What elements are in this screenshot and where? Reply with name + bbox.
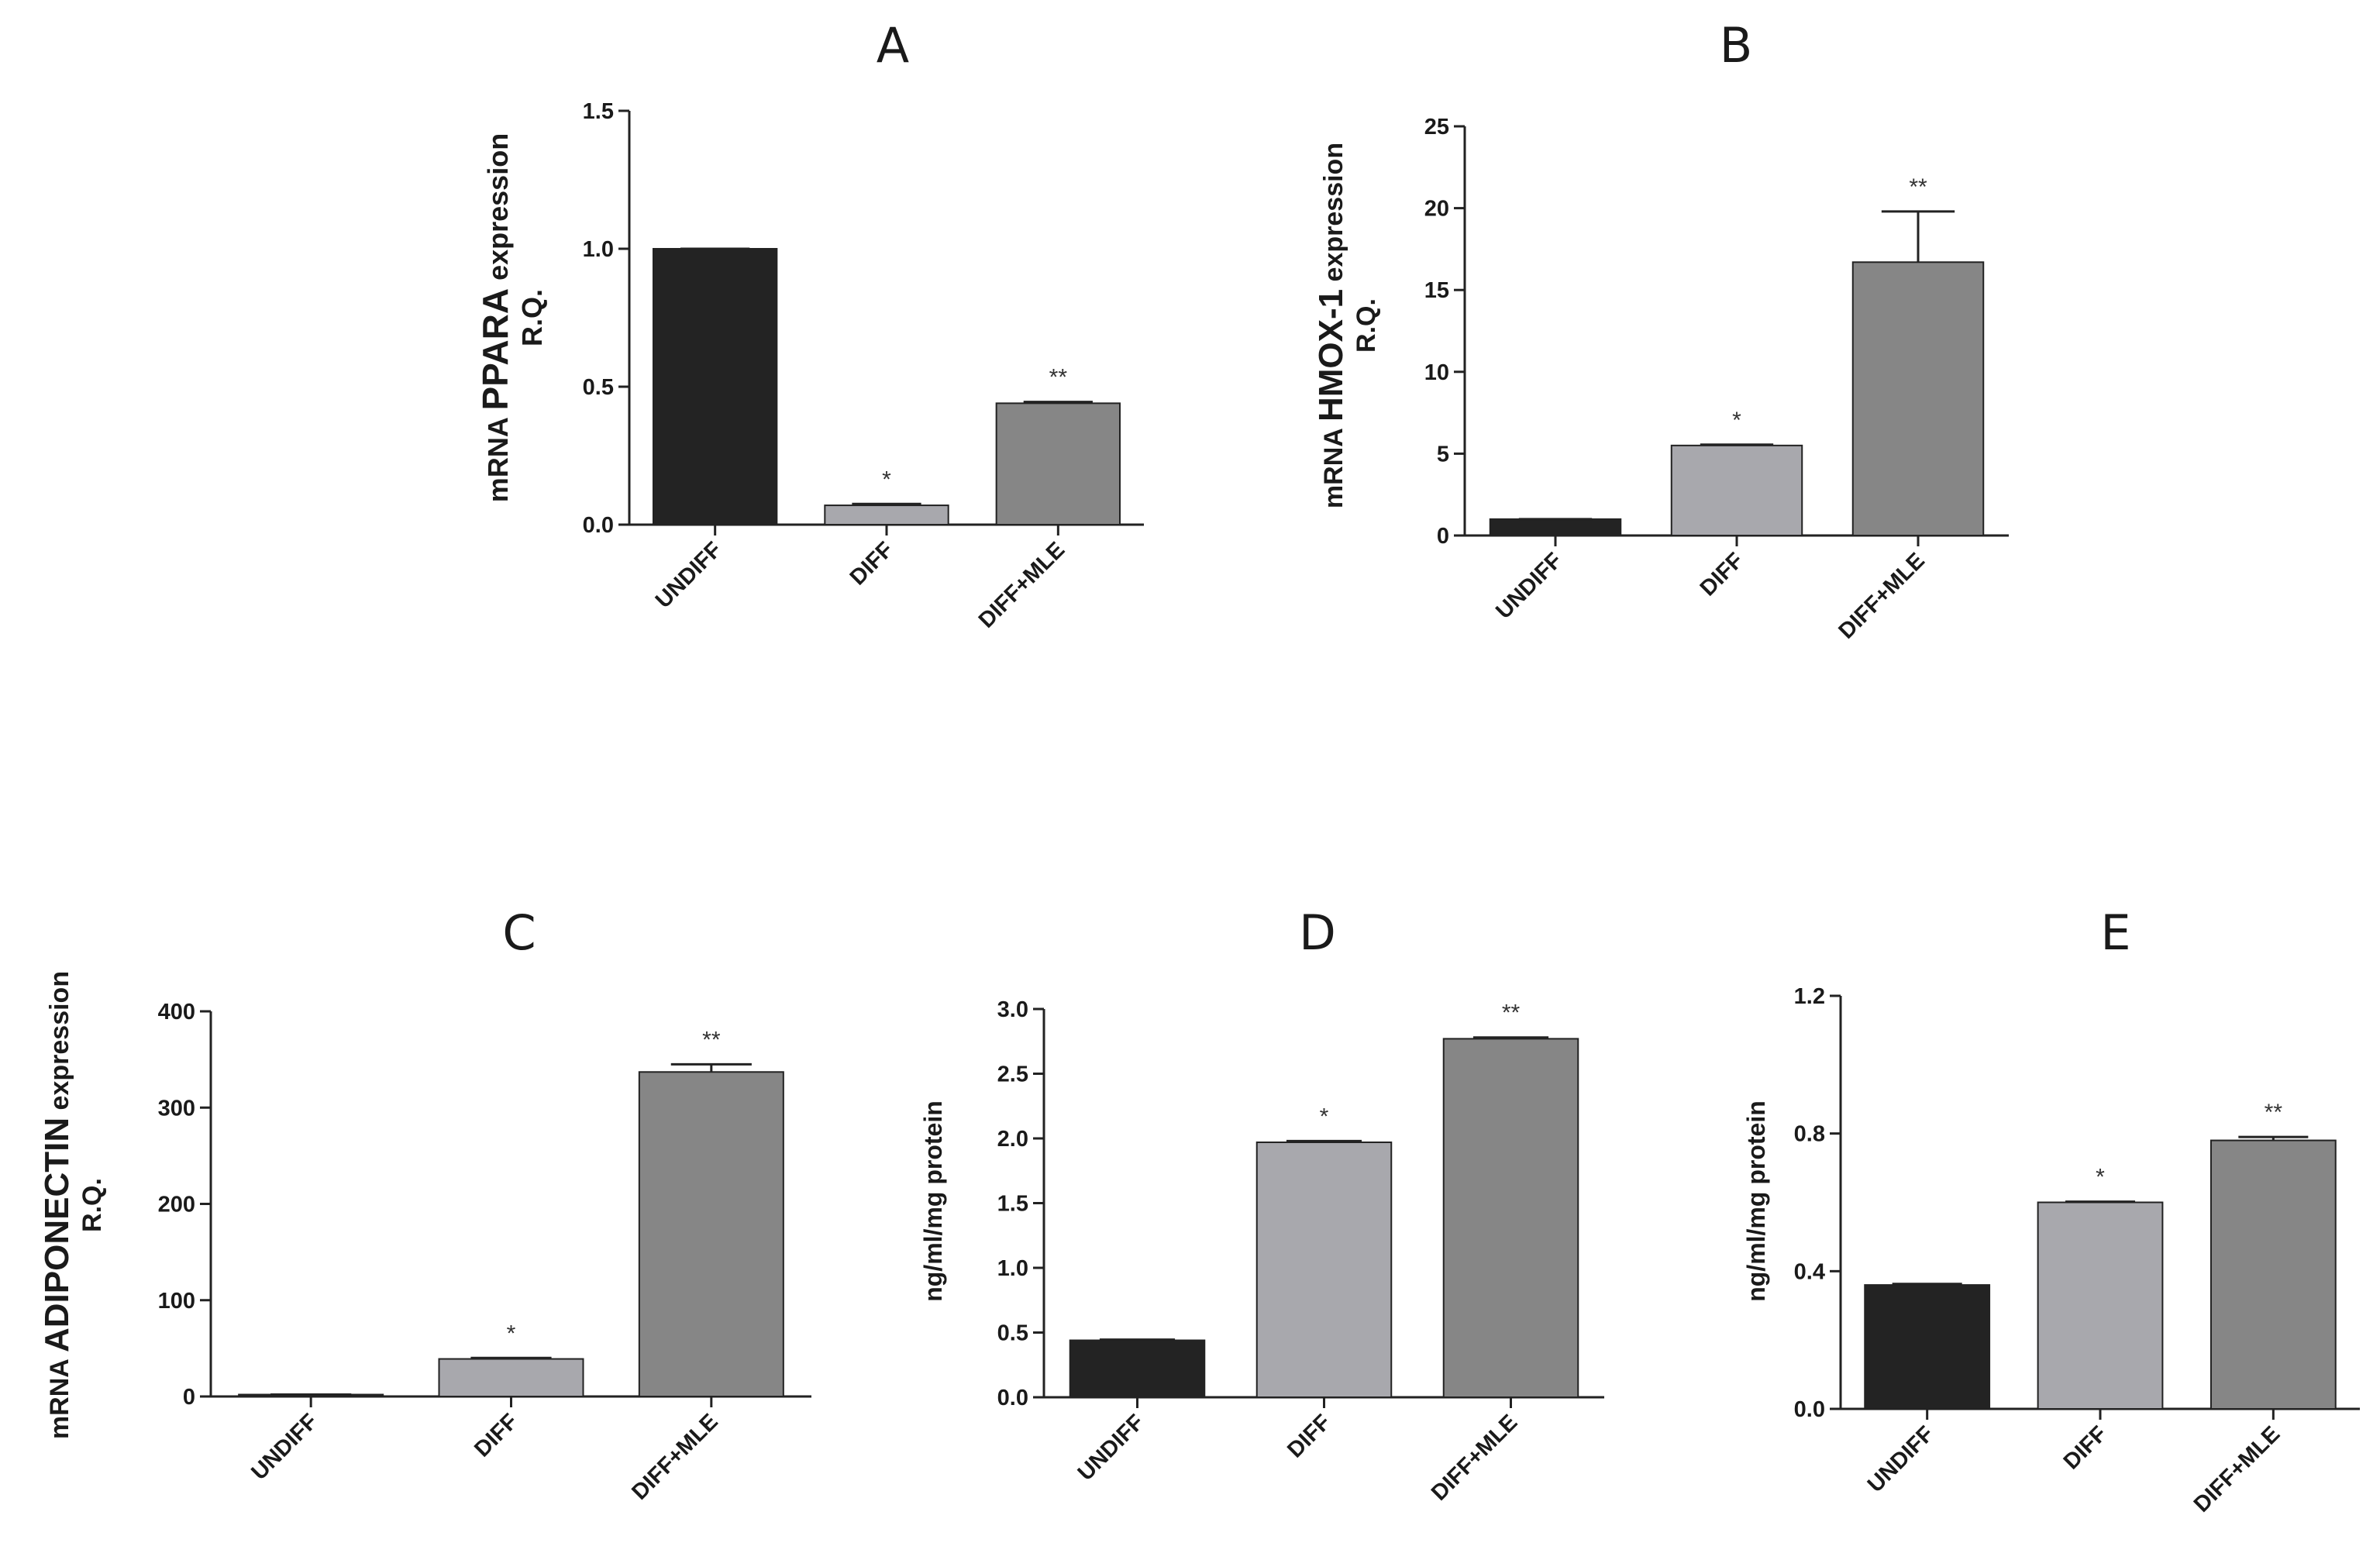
bar-diff-mle bbox=[2210, 1139, 2337, 1410]
y-tick-label: 10 bbox=[1424, 360, 1449, 385]
y-axis-label: ng/ml/mg protein bbox=[919, 1100, 947, 1302]
y-tick-label: 400 bbox=[158, 1000, 195, 1025]
y-label-prefix: mRNA bbox=[45, 1352, 74, 1439]
y-label-suffix: expression bbox=[482, 133, 514, 288]
significance-label: * bbox=[882, 467, 891, 492]
panel-a: A 0.0 0.5 1.0 1.5 UNDIFF * DIFF ** DIFF+MLE mRNA P… bbox=[475, 17, 1144, 633]
y-label-prefix: ng/ml/mg protein bbox=[919, 1100, 947, 1302]
category-label: DIFF bbox=[1283, 1410, 1335, 1462]
y-tick-label: 1.0 bbox=[583, 237, 614, 262]
y-label-gene: HMOX-1 bbox=[1312, 289, 1350, 422]
significance-label: * bbox=[507, 1321, 516, 1346]
bar-diff-mle bbox=[638, 1071, 784, 1397]
y-tick-label: 1.5 bbox=[583, 99, 614, 124]
bar-diff-mle bbox=[1851, 261, 1985, 536]
y-label-gene: PPARA bbox=[475, 288, 515, 411]
category-label: DIFF bbox=[470, 1409, 522, 1462]
y-tick-label: 0.0 bbox=[1794, 1397, 1825, 1422]
y-tick-label: 3.0 bbox=[997, 997, 1028, 1022]
y-tick-label: 25 bbox=[1424, 115, 1449, 139]
bar-undiff bbox=[1864, 1284, 1991, 1410]
panel-d: D 0.0 0.5 1.0 1.5 2.0 2.5 3.0 UNDIFF * DIFF ** DIFF+… bbox=[919, 904, 1604, 1506]
y-label-suffix: expression bbox=[45, 971, 74, 1117]
significance-label: * bbox=[1320, 1104, 1329, 1129]
bar-diff bbox=[1255, 1142, 1393, 1398]
y-tick-label: 20 bbox=[1424, 197, 1449, 222]
y-tick-label: 0.0 bbox=[997, 1386, 1028, 1410]
significance-label: * bbox=[2096, 1165, 2105, 1190]
y-axis-label: ng/ml/mg protein bbox=[1742, 1100, 1770, 1302]
y-axis-label-line2: R.Q. bbox=[1352, 298, 1381, 353]
category-label: DIFF+MLE bbox=[627, 1409, 722, 1504]
bar-diff bbox=[438, 1358, 584, 1397]
y-tick-label: 0.0 bbox=[583, 513, 614, 538]
panel-e: E 0.0 0.4 0.8 1.2 UNDIFF * DIFF ** DIFF+MLE ng/ml/… bbox=[1742, 904, 2360, 1517]
y-axis-label-line2: R.Q. bbox=[516, 289, 548, 346]
category-label: UNDIFF bbox=[246, 1409, 322, 1485]
category-label: UNDIFF bbox=[1073, 1410, 1149, 1486]
category-label: DIFF+MLE bbox=[1427, 1410, 1522, 1505]
y-tick-label: 5 bbox=[1437, 442, 1449, 467]
significance-label: ** bbox=[2265, 1100, 2283, 1125]
y-label-suffix: expression bbox=[1319, 143, 1348, 289]
y-tick-label: 15 bbox=[1424, 278, 1449, 303]
category-label: DIFF+MLE bbox=[2189, 1421, 2285, 1517]
category-label: DIFF bbox=[2059, 1421, 2112, 1474]
category-label: DIFF+MLE bbox=[974, 537, 1069, 632]
y-tick-label: 0.8 bbox=[1794, 1122, 1825, 1147]
category-label: UNDIFF bbox=[1863, 1421, 1939, 1497]
bar-diff bbox=[2037, 1201, 2164, 1410]
y-tick-label: 0.5 bbox=[997, 1321, 1028, 1346]
bar-undiff bbox=[1489, 518, 1622, 537]
y-tick-label: 100 bbox=[158, 1289, 195, 1314]
y-tick-label: 1.5 bbox=[997, 1192, 1028, 1217]
y-axis-label: mRNA ADIPONECTIN expression bbox=[38, 971, 76, 1439]
y-axis-label-line2: R.Q. bbox=[77, 1178, 107, 1232]
y-tick-label: 2.0 bbox=[997, 1127, 1028, 1152]
bar-diff bbox=[824, 505, 949, 526]
y-tick-label: 1.0 bbox=[997, 1256, 1028, 1281]
panel-b: B 0 5 10 15 20 25 UNDIFF * DIFF ** DIFF+MLE mRNA HMO… bbox=[1312, 17, 2009, 644]
panel-letter-d: D bbox=[1299, 904, 1336, 961]
y-tick-label: 1.2 bbox=[1794, 984, 1825, 1009]
y-tick-label: 0 bbox=[1437, 524, 1449, 549]
y-tick-label: 200 bbox=[158, 1193, 195, 1217]
category-label: DIFF+MLE bbox=[1834, 548, 1929, 643]
y-tick-label: 2.5 bbox=[997, 1062, 1028, 1087]
y-tick-label: 300 bbox=[158, 1096, 195, 1121]
y-label-gene: ADIPONECTIN bbox=[38, 1117, 76, 1352]
y-tick-label: 0.4 bbox=[1794, 1259, 1825, 1284]
significance-label: ** bbox=[1502, 1000, 1521, 1026]
significance-label: ** bbox=[1049, 365, 1068, 391]
category-label: UNDIFF bbox=[651, 537, 727, 613]
panel-letter-c: C bbox=[502, 904, 536, 961]
bar-diff-mle bbox=[1442, 1038, 1579, 1399]
bar-diff-mle bbox=[995, 402, 1121, 525]
panel-letter-b: B bbox=[1720, 17, 1753, 74]
significance-label: * bbox=[1732, 408, 1741, 433]
y-axis-label: mRNA HMOX-1 expression bbox=[1312, 143, 1350, 508]
significance-label: ** bbox=[702, 1027, 721, 1052]
bar-undiff bbox=[652, 248, 778, 525]
category-label: DIFF bbox=[846, 537, 898, 590]
panel-letter-a: A bbox=[877, 17, 909, 74]
y-label-prefix: mRNA bbox=[1319, 422, 1348, 508]
category-label: DIFF bbox=[1696, 548, 1748, 601]
y-label-prefix: ng/ml/mg protein bbox=[1742, 1100, 1770, 1302]
panel-letter-e: E bbox=[2100, 904, 2130, 961]
y-axis-label: mRNA PPARA expression bbox=[475, 133, 515, 502]
y-tick-label: 0 bbox=[183, 1385, 195, 1410]
significance-label: ** bbox=[1909, 174, 1927, 200]
panel-c: C 0 100 200 300 400 UNDIFF * DIFF ** DIFF+MLE mRNA … bbox=[38, 904, 811, 1505]
bar-undiff bbox=[1069, 1339, 1206, 1399]
y-label-prefix: mRNA bbox=[482, 411, 514, 503]
y-tick-label: 0.5 bbox=[583, 375, 614, 400]
category-label: UNDIFF bbox=[1491, 548, 1567, 624]
bar-diff bbox=[1670, 444, 1803, 537]
